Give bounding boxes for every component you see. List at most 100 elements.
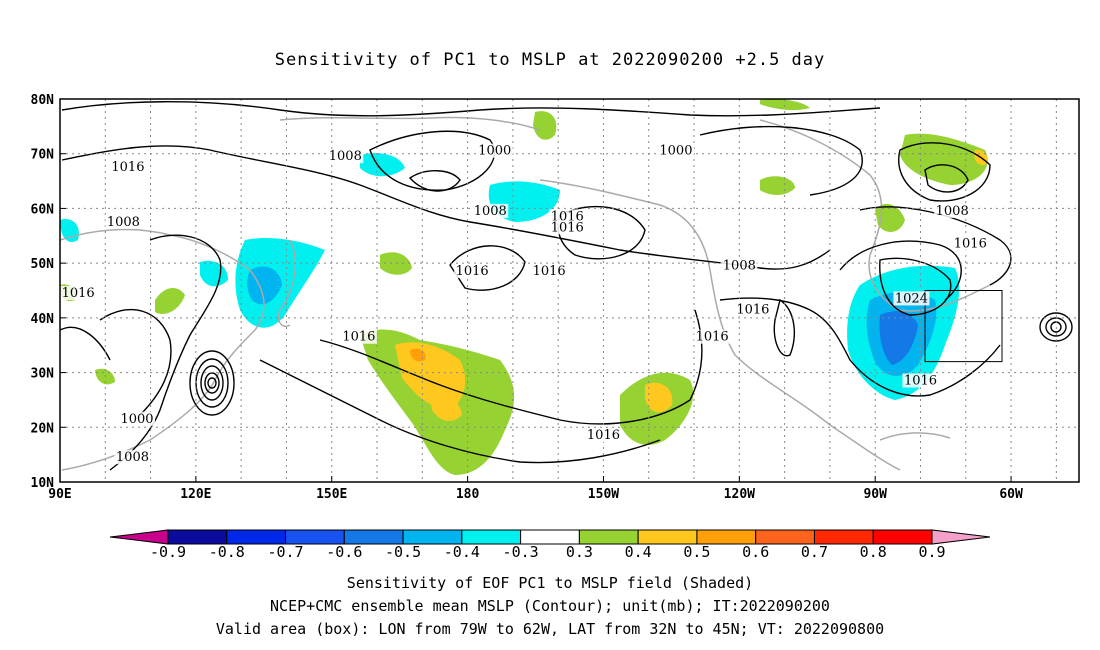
contour-label-bg xyxy=(952,236,989,251)
contour-label: 1000 xyxy=(659,144,692,159)
contour-label: 1008 xyxy=(936,204,969,219)
lon-tick-label: 90W xyxy=(863,487,887,502)
caption-line-3: Valid area (box): LON from 79W to 62W, L… xyxy=(215,620,885,638)
shade-region xyxy=(395,342,466,410)
colorbar-swatch xyxy=(578,529,639,545)
colorbar xyxy=(109,529,991,545)
lat-tick-label: 40N xyxy=(31,312,55,327)
contour-label: 1024 xyxy=(895,291,928,306)
colorbar-label: 0.8 xyxy=(859,543,887,561)
contour-label: 1008 xyxy=(474,204,507,219)
contour-label: 1016 xyxy=(551,220,584,235)
contour-label-bg xyxy=(472,203,509,218)
lat-tick-label: 60N xyxy=(31,202,55,217)
colorbar-label: -0.3 xyxy=(502,543,539,561)
colorbar-label: -0.4 xyxy=(443,543,480,561)
contour-label: 1008 xyxy=(329,149,362,164)
shade-region xyxy=(760,99,810,111)
contour-label-bg xyxy=(893,291,930,306)
lat-tick-label: 20N xyxy=(31,421,55,436)
shade-region xyxy=(645,382,673,413)
contour-label: 1008 xyxy=(107,215,140,230)
contour-label: 1000 xyxy=(478,144,511,159)
lon-tick-label: 60W xyxy=(999,487,1023,502)
shade-region xyxy=(875,203,905,232)
contour-label-bg xyxy=(934,203,971,218)
colorbar-label: 0.5 xyxy=(683,543,711,561)
contour-label-bg xyxy=(531,264,568,279)
contour-label-bg xyxy=(476,143,513,158)
contour-label: 1016 xyxy=(62,286,95,301)
shade-region xyxy=(410,348,426,362)
contour-label-bg xyxy=(340,329,377,344)
colorbar-swatch xyxy=(285,529,345,545)
lat-tick-label: 50N xyxy=(31,257,55,272)
colorbar-label: 0.4 xyxy=(624,543,652,561)
contour-label: 1016 xyxy=(342,330,375,345)
colorbar-swatch xyxy=(696,529,757,545)
colorbar-swatch xyxy=(167,529,228,545)
colorbar-label: 0.7 xyxy=(800,543,828,561)
lon-tick-label: 150E xyxy=(316,487,347,502)
contour-label: 1016 xyxy=(904,374,937,389)
contour-label: 1016 xyxy=(533,264,566,279)
shade-region xyxy=(760,176,795,195)
lon-tick-label: 180 xyxy=(456,487,480,502)
contour-label-bg xyxy=(105,214,142,229)
colorbar-swatch xyxy=(813,529,874,545)
contour-label-bg xyxy=(549,220,586,235)
colorbar-label: -0.8 xyxy=(208,543,245,561)
contour-label-bg xyxy=(694,329,731,344)
shade-region xyxy=(879,311,918,365)
contour-label-bg xyxy=(327,149,364,164)
contour-label: 1016 xyxy=(954,237,987,252)
contour-label-bg xyxy=(60,285,97,300)
colorbar-swatch xyxy=(637,529,698,545)
colorbar-label: 0.3 xyxy=(565,543,593,561)
figure-title: Sensitivity of PC1 to MSLP at 2022090200… xyxy=(274,50,826,70)
shade-region xyxy=(360,153,405,177)
lon-tick-label: 90E xyxy=(48,487,71,502)
contour-label: 1016 xyxy=(456,264,489,279)
contour-label: 1008 xyxy=(723,259,756,274)
colorbar-swatch xyxy=(755,529,815,545)
contour-label-bg xyxy=(721,258,758,273)
colorbar-swatch xyxy=(461,529,522,545)
colorbar-label: -0.5 xyxy=(385,543,422,561)
contour-label-bg xyxy=(454,264,491,279)
caption-line-1: Sensitivity of EOF PC1 to MSLP field (Sh… xyxy=(346,574,754,592)
contour-label: 1016 xyxy=(587,428,620,443)
valid-area-box xyxy=(924,290,1003,363)
colorbar-label: -0.7 xyxy=(267,543,304,561)
lat-tick-label: 80N xyxy=(31,93,55,108)
shade-region xyxy=(430,393,462,422)
plot-frame xyxy=(59,98,1080,483)
contour-label: 1016 xyxy=(696,330,729,345)
contour-label: 1000 xyxy=(120,412,153,427)
shade-region xyxy=(155,288,185,315)
colorbar-label: -0.6 xyxy=(326,543,363,561)
colorbar-swatch xyxy=(872,529,933,545)
contour-label-bg xyxy=(109,160,146,175)
contour-label-bg xyxy=(902,373,939,388)
colorbar-label: 0.6 xyxy=(742,543,770,561)
shade-region xyxy=(247,266,282,305)
contour-label-bg xyxy=(114,450,151,465)
lon-tick-label: 150W xyxy=(588,487,619,502)
shade-region xyxy=(533,111,557,140)
colorbar-high-end xyxy=(931,529,991,545)
shade-region xyxy=(200,260,228,287)
contour-label: 1016 xyxy=(736,302,769,317)
lon-tick-label: 120E xyxy=(180,487,211,502)
shading-layer xyxy=(59,99,988,475)
contour-label-bg xyxy=(585,428,622,443)
colorbar-label: -0.9 xyxy=(149,543,187,561)
lat-tick-label: 10N xyxy=(31,476,55,491)
contour-label: 1008 xyxy=(116,450,149,465)
colorbar-swatch xyxy=(520,529,580,545)
colorbar-swatch xyxy=(343,529,404,545)
colorbar-swatch xyxy=(402,529,463,545)
colorbar-swatch xyxy=(226,529,287,545)
